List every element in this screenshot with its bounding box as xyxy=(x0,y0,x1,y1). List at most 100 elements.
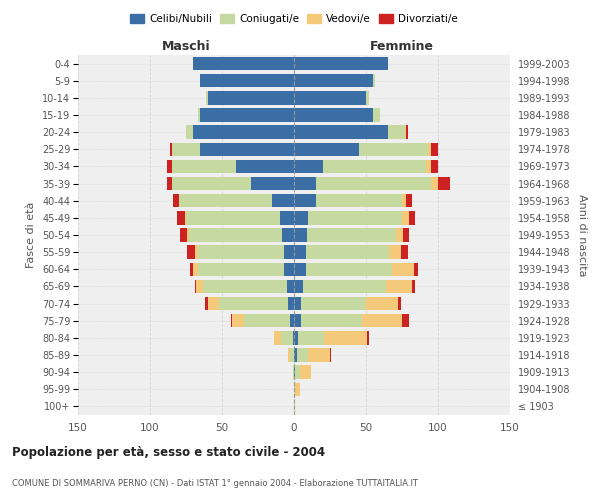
Bar xyxy=(316,177,431,190)
Bar xyxy=(324,331,367,344)
Bar xyxy=(396,228,403,241)
Bar xyxy=(193,262,197,276)
Bar xyxy=(402,314,409,328)
Bar xyxy=(373,74,374,88)
Bar xyxy=(284,246,294,259)
Bar xyxy=(197,108,200,122)
Bar xyxy=(305,262,392,276)
Bar xyxy=(293,366,294,379)
Bar xyxy=(294,74,373,88)
Bar xyxy=(409,211,415,224)
Bar xyxy=(427,160,431,173)
Bar xyxy=(230,314,232,328)
Bar xyxy=(274,331,281,344)
Bar xyxy=(294,400,295,413)
Bar xyxy=(288,348,290,362)
Bar xyxy=(290,314,294,328)
Bar xyxy=(401,246,408,259)
Bar xyxy=(295,382,300,396)
Bar xyxy=(205,297,208,310)
Bar xyxy=(308,211,402,224)
Bar xyxy=(200,142,294,156)
Bar xyxy=(197,262,284,276)
Bar xyxy=(373,108,380,122)
Bar xyxy=(190,262,193,276)
Bar xyxy=(294,160,323,173)
Text: Maschi: Maschi xyxy=(161,40,211,54)
Bar xyxy=(287,280,294,293)
Bar xyxy=(167,177,172,190)
Bar xyxy=(284,262,294,276)
Bar xyxy=(172,160,236,173)
Bar xyxy=(367,331,369,344)
Bar xyxy=(406,126,408,139)
Bar xyxy=(194,280,196,293)
Bar xyxy=(294,91,366,104)
Bar xyxy=(389,246,401,259)
Bar xyxy=(330,348,331,362)
Bar xyxy=(300,366,311,379)
Bar xyxy=(186,126,193,139)
Bar xyxy=(219,297,288,310)
Bar xyxy=(294,126,388,139)
Bar xyxy=(200,74,294,88)
Bar xyxy=(403,228,409,241)
Bar xyxy=(307,228,396,241)
Bar xyxy=(189,228,283,241)
Bar xyxy=(294,280,302,293)
Bar xyxy=(294,366,295,379)
Bar xyxy=(290,348,294,362)
Bar xyxy=(293,331,294,344)
Bar xyxy=(186,211,280,224)
Bar xyxy=(179,194,272,207)
Bar xyxy=(294,314,301,328)
Bar xyxy=(294,142,359,156)
Bar xyxy=(362,314,402,328)
Bar xyxy=(402,194,406,207)
Bar xyxy=(170,142,172,156)
Bar xyxy=(203,280,287,293)
Bar xyxy=(438,177,449,190)
Bar xyxy=(187,246,194,259)
Bar xyxy=(405,126,406,139)
Bar xyxy=(366,297,398,310)
Bar xyxy=(294,331,298,344)
Bar xyxy=(305,246,389,259)
Bar xyxy=(208,297,219,310)
Bar xyxy=(308,348,330,362)
Bar xyxy=(180,228,187,241)
Bar xyxy=(323,160,427,173)
Bar xyxy=(208,91,294,104)
Bar xyxy=(298,331,324,344)
Y-axis label: Fasce di età: Fasce di età xyxy=(26,202,37,268)
Bar xyxy=(402,211,409,224)
Bar xyxy=(281,331,293,344)
Bar xyxy=(413,262,418,276)
Bar xyxy=(187,228,189,241)
Bar xyxy=(244,314,290,328)
Bar xyxy=(193,57,294,70)
Bar xyxy=(294,211,308,224)
Legend: Celibi/Nubili, Coniugati/e, Vedovi/e, Divorziati/e: Celibi/Nubili, Coniugati/e, Vedovi/e, Di… xyxy=(126,10,462,29)
Bar xyxy=(272,194,294,207)
Bar xyxy=(294,108,373,122)
Bar xyxy=(294,177,316,190)
Bar xyxy=(294,382,295,396)
Bar xyxy=(178,211,185,224)
Text: Femmine: Femmine xyxy=(370,40,434,54)
Bar xyxy=(294,246,305,259)
Bar xyxy=(172,177,251,190)
Bar xyxy=(412,280,415,293)
Bar xyxy=(428,142,431,156)
Bar xyxy=(200,108,294,122)
Bar xyxy=(236,160,294,173)
Bar xyxy=(294,348,297,362)
Bar xyxy=(406,194,412,207)
Bar xyxy=(392,262,413,276)
Bar xyxy=(301,297,366,310)
Bar xyxy=(398,297,401,310)
Bar xyxy=(283,228,294,241)
Text: COMUNE DI SOMMARIVA PERNO (CN) - Dati ISTAT 1° gennaio 2004 - Elaborazione TUTTA: COMUNE DI SOMMARIVA PERNO (CN) - Dati IS… xyxy=(12,480,418,488)
Bar xyxy=(295,366,300,379)
Bar xyxy=(431,142,438,156)
